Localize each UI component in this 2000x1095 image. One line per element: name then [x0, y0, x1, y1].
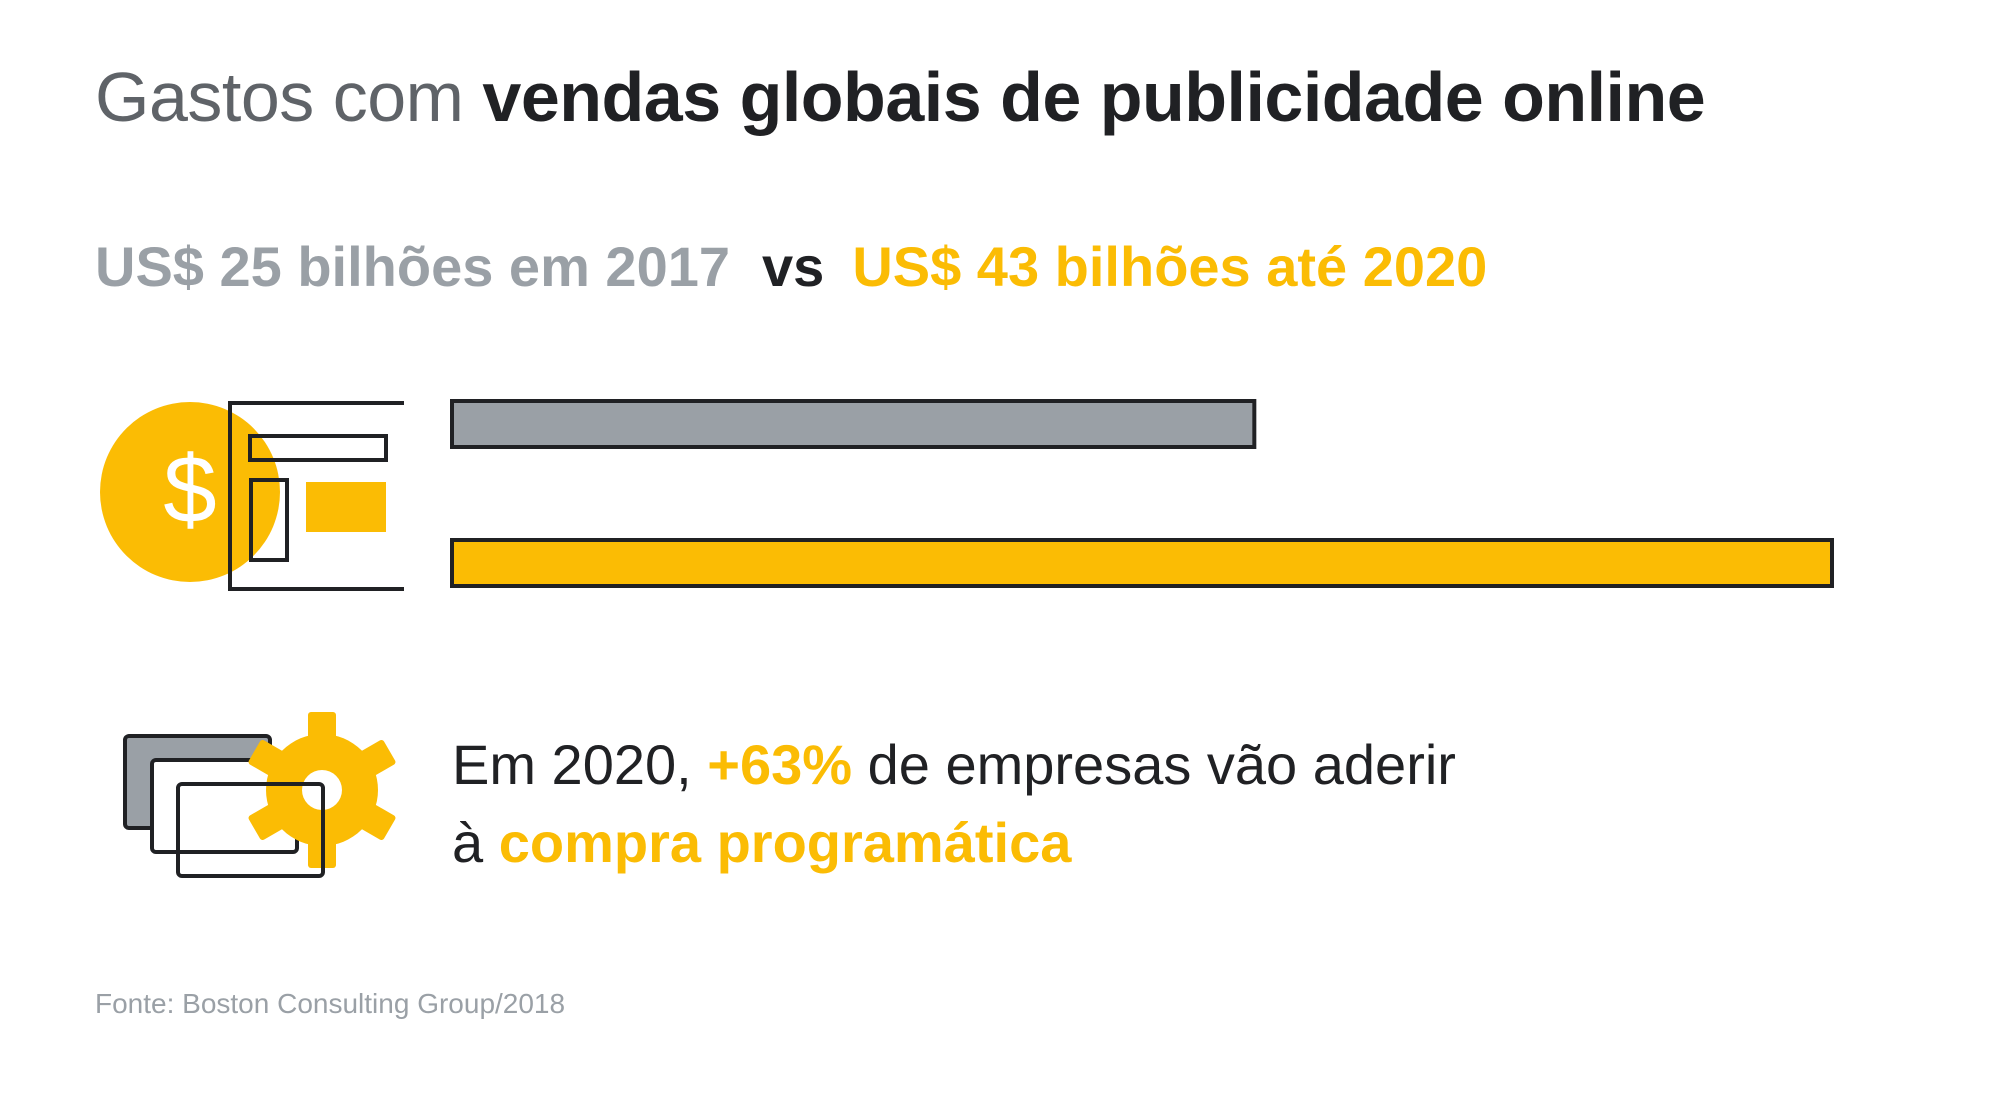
programmatic-gear-icon: [123, 712, 396, 878]
stat-highlight: compra programática: [498, 811, 1072, 874]
programmatic-stat: Em 2020, +63% de empresas vão aderir à c…: [452, 726, 1456, 882]
comparison-line: US$ 25 bilhões em 2017 vs US$ 43 bilhões a…: [95, 232, 1487, 302]
stat-line-1: Em 2020, +63% de empresas vão aderir: [452, 726, 1456, 804]
dollar-symbol: $: [163, 436, 216, 543]
stat-line2-prefix: à: [452, 811, 484, 874]
stat-line-2: à compra programática: [452, 804, 1456, 882]
comparison-vs: vs: [762, 235, 825, 298]
comparison-2020: US$ 43 bilhões até 2020: [852, 235, 1488, 298]
dollar-ad-icon: $: [100, 401, 404, 591]
source-note: Fonte: Boston Consulting Group/2018: [95, 988, 566, 1019]
comparison-2017: US$ 25 bilhões em 2017: [95, 235, 731, 298]
stat-percentage: +63%: [707, 733, 853, 796]
bar-2017: [450, 399, 1257, 449]
stat-line1-suffix: de empresas vão aderir: [867, 733, 1456, 796]
page-title: Gastos com vendas globais de publicidade…: [95, 52, 1706, 142]
bar-group: [450, 399, 1834, 588]
bar-2020: [450, 538, 1834, 588]
stat-line1-prefix: Em 2020,: [452, 733, 692, 796]
title-bold: vendas globais de publicidade online: [482, 58, 1706, 136]
title-light: Gastos com: [95, 58, 464, 136]
